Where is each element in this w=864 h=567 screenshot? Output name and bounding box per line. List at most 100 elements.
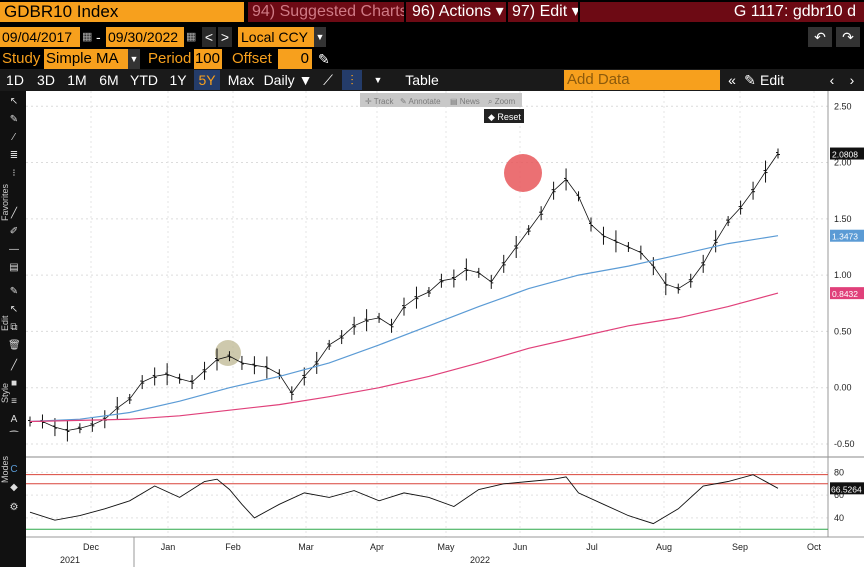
highlight-circle-red[interactable] bbox=[504, 154, 542, 192]
range-6m[interactable]: 6M bbox=[99, 72, 119, 88]
last-value-tag-ma200 bbox=[830, 287, 864, 300]
range-3d[interactable]: 3D bbox=[37, 72, 55, 88]
edit-menu[interactable]: 97) Edit ▾ bbox=[508, 2, 578, 22]
frequency-select[interactable]: Daily ▼ bbox=[263, 72, 313, 88]
mini-toolbar-bg bbox=[360, 93, 522, 107]
pencil-icon[interactable]: ✎ bbox=[318, 51, 330, 67]
annotate-button[interactable]: ✎ Annotate bbox=[400, 97, 441, 106]
security-field[interactable]: GDBR10 Index bbox=[0, 2, 244, 22]
line-style-icon[interactable]: ╱ bbox=[10, 360, 18, 371]
suggested-charts-button[interactable]: 94) Suggested Charts bbox=[248, 2, 404, 22]
title-bar: GDBR10 Index 94) Suggested Charts 96) Ac… bbox=[0, 0, 864, 26]
line-tool-icon[interactable]: ⁄ bbox=[13, 132, 15, 143]
mode-c-icon[interactable]: C bbox=[10, 464, 18, 475]
last-value-label-ma100: 1.3473 bbox=[832, 232, 858, 242]
currency-select[interactable]: Local CCY bbox=[238, 27, 314, 47]
x-tick-label: Feb bbox=[225, 542, 241, 552]
last-value-label-ma200: 0.8432 bbox=[832, 289, 858, 299]
news-button[interactable]: ▤ News bbox=[450, 97, 480, 106]
x-tick-label: Mar bbox=[298, 542, 314, 552]
chevron-down-icon[interactable]: ▼ bbox=[314, 27, 326, 47]
table-button[interactable]: Table bbox=[405, 72, 439, 88]
edit-chart-button[interactable]: Edit Chart bbox=[760, 72, 794, 108]
collapse-icon[interactable]: « bbox=[728, 72, 736, 88]
rsi-tick-label: 60 bbox=[834, 490, 844, 500]
pencil-icon[interactable]: ✎ bbox=[744, 72, 756, 88]
range-max[interactable]: Max bbox=[227, 72, 255, 88]
brush-icon[interactable]: ✐ bbox=[9, 226, 19, 237]
range-ytd[interactable]: YTD bbox=[130, 72, 158, 88]
rsi-tick-label: 40 bbox=[834, 513, 844, 523]
range-toolbar: 1D 3D 1M 6M YTD 1Y 5Y Max Daily ▼ ⟋ ⫶ ▼ … bbox=[0, 69, 864, 108]
rsi-layer bbox=[26, 474, 828, 530]
x-tick-label: May bbox=[437, 542, 455, 552]
series-line-ma200 bbox=[29, 292, 779, 423]
date-separator: - bbox=[96, 29, 101, 45]
period-input[interactable]: 100 bbox=[194, 49, 222, 69]
highlight-circle-olive[interactable] bbox=[215, 340, 241, 366]
channel-icon[interactable]: ⁝ bbox=[12, 168, 16, 179]
width-icon[interactable]: ≡ bbox=[11, 396, 17, 407]
y-tick-label: 0.50 bbox=[834, 326, 852, 336]
prev-icon[interactable]: ‹ bbox=[829, 72, 835, 88]
range-1m[interactable]: 1M bbox=[67, 72, 87, 88]
end-date-input[interactable]: 09/30/2022 bbox=[106, 27, 184, 47]
start-date-input[interactable]: 09/04/2017 bbox=[0, 27, 80, 47]
next-period-button[interactable]: > bbox=[218, 27, 232, 47]
year-label: 2021 bbox=[60, 555, 80, 565]
bar-chart-icon[interactable]: ⫶ bbox=[342, 70, 362, 90]
range-1d[interactable]: 1D bbox=[6, 72, 24, 88]
y-tick-label: -0.50 bbox=[834, 439, 855, 449]
horizontal-line-icon[interactable]: — bbox=[9, 244, 19, 255]
y-tick-label: 1.50 bbox=[834, 214, 852, 224]
range-5y[interactable]: 5Y bbox=[194, 70, 220, 90]
reset-button-bg bbox=[484, 109, 524, 123]
fib-icon[interactable]: ≣ bbox=[9, 150, 19, 161]
calendar-icon[interactable]: ▦ bbox=[82, 31, 93, 43]
mode-color-icon[interactable]: ◆ bbox=[10, 482, 18, 493]
add-data-input[interactable]: Add Data bbox=[564, 70, 720, 90]
x-tick-label: Oct bbox=[807, 542, 822, 552]
next-icon[interactable]: › bbox=[849, 72, 855, 88]
text-size-icon[interactable]: A bbox=[10, 414, 18, 425]
study-select[interactable]: Simple MA bbox=[44, 49, 128, 69]
rsi-last-value-tag bbox=[830, 482, 864, 495]
prev-period-button[interactable]: < bbox=[202, 27, 216, 47]
study-label: Study bbox=[2, 50, 41, 67]
range-1y[interactable]: 1Y bbox=[169, 72, 187, 88]
reset-button[interactable]: ◆ Reset bbox=[488, 112, 521, 122]
left-toolbar: ↖ ✎ ⁄ ≣ ⁝ Favorites ╱ ✐ — ▤ Edit ✎ ↖ ⧉ 🗑… bbox=[0, 91, 26, 567]
series-layer bbox=[28, 148, 780, 442]
offset-input[interactable]: 0 bbox=[278, 49, 312, 69]
select-icon[interactable]: ↖ bbox=[9, 304, 19, 315]
edit-icon[interactable]: ✎ bbox=[9, 286, 19, 297]
zoom-button[interactable]: ⌕ Zoom bbox=[488, 97, 515, 106]
y-tick-label: 2.00 bbox=[834, 158, 852, 168]
actions-menu[interactable]: 96) Actions ▾ bbox=[406, 2, 506, 22]
last-value-tag-price bbox=[830, 147, 864, 160]
trash-icon[interactable]: 🗑 bbox=[8, 340, 21, 351]
track-button[interactable]: ✛ Track bbox=[365, 97, 394, 106]
fill-icon[interactable]: ■ bbox=[10, 378, 18, 389]
x-tick-label: Jan bbox=[161, 542, 176, 552]
price-chart[interactable]: 2.50 2.00 1.50 1.00 0.50 0.00 -0.50 Dec Jan Feb Ma… bbox=[26, 91, 864, 567]
y-tick-label: 1.00 bbox=[834, 270, 852, 280]
link-icon[interactable]: ⁀ bbox=[9, 432, 19, 443]
rsi-tick-label: 80 bbox=[834, 467, 844, 477]
calendar-icon[interactable]: ▦ bbox=[186, 31, 197, 43]
band-icon[interactable]: ▤ bbox=[9, 262, 19, 273]
settings-icon[interactable]: ⚙ bbox=[9, 502, 19, 513]
draw-icon[interactable]: ✎ bbox=[9, 114, 19, 125]
undo-icon[interactable]: ↶ bbox=[808, 27, 832, 47]
study-bar: Study Simple MA ▼ Period 100 Offset 0 ✎ bbox=[0, 48, 864, 69]
chevron-down-icon[interactable]: ▼ bbox=[373, 75, 383, 85]
cursor-icon[interactable]: ↖ bbox=[9, 96, 19, 107]
y-tick-label: 2.50 bbox=[834, 101, 852, 111]
line-chart-icon[interactable]: ⟋ bbox=[323, 72, 333, 88]
redo-icon[interactable]: ↷ bbox=[836, 27, 860, 47]
copy-icon[interactable]: ⧉ bbox=[10, 322, 18, 333]
pen-icon[interactable]: ╱ bbox=[10, 208, 18, 219]
chevron-down-icon[interactable]: ▼ bbox=[128, 49, 140, 69]
x-tick-label: Jun bbox=[513, 542, 528, 552]
series-line-ma100 bbox=[29, 235, 779, 423]
